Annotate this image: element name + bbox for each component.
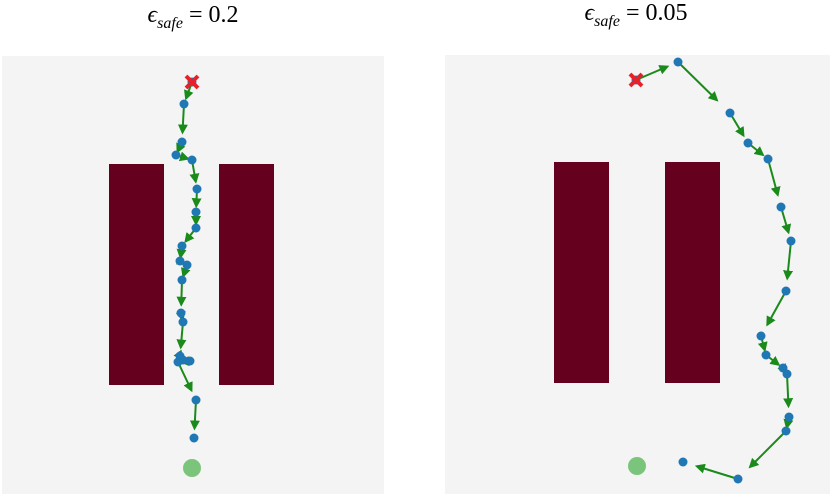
trajectories (171, 57, 796, 484)
state-point (192, 184, 202, 194)
state-point (187, 155, 197, 165)
state-point (782, 369, 792, 379)
goal (183, 459, 201, 477)
state-point (179, 99, 189, 109)
step-arrow (177, 103, 188, 135)
goal (628, 457, 646, 475)
step-arrow (677, 61, 719, 102)
state-point (171, 150, 181, 160)
state-point (776, 202, 786, 212)
state-point (725, 108, 735, 118)
step-arrow (748, 430, 787, 469)
panel-background (445, 55, 830, 494)
state-point (185, 356, 195, 366)
state-point (189, 433, 199, 443)
step-arrow (177, 361, 193, 393)
step-arrow (767, 158, 781, 197)
state-point (786, 236, 796, 246)
state-point (191, 395, 201, 405)
state-point (763, 154, 773, 164)
state-point (191, 223, 201, 233)
symbol: ϵ (585, 0, 596, 26)
start-cross (184, 74, 200, 90)
state-point (182, 260, 192, 270)
title-rest: = 0.05 (620, 0, 688, 26)
panel-background (2, 56, 384, 494)
state-point (678, 457, 688, 467)
start-cross (628, 72, 644, 88)
state-point (178, 317, 188, 327)
state-point (761, 350, 771, 360)
subscript: safe (157, 15, 183, 32)
symbol: ϵ (148, 2, 159, 28)
state-point (781, 426, 791, 436)
obstacle (109, 164, 164, 385)
state-point (175, 256, 185, 266)
state-point (177, 137, 187, 147)
step-arrow (766, 290, 787, 327)
state-point (733, 474, 743, 484)
state-point (177, 275, 187, 285)
step-arrow (635, 65, 670, 81)
subscript: safe (594, 13, 620, 30)
state-point (173, 357, 183, 367)
obstacle (554, 162, 609, 383)
step-arrow (694, 463, 739, 480)
step-arrow (783, 373, 794, 409)
state-point (177, 241, 187, 251)
obstacle (219, 164, 274, 385)
state-point (784, 412, 794, 422)
title-rest: = 0.2 (183, 2, 239, 28)
step-arrow (189, 399, 200, 431)
state-point (673, 57, 683, 67)
state-point (781, 286, 791, 296)
obstacle (665, 162, 720, 383)
state-point (756, 331, 766, 341)
panel-title: ϵsafe = 0.2 (148, 2, 239, 32)
state-point (743, 138, 753, 148)
state-point (191, 207, 201, 217)
step-arrow (783, 240, 794, 281)
panel-title: ϵsafe = 0.05 (585, 0, 688, 30)
state-point (176, 308, 186, 318)
